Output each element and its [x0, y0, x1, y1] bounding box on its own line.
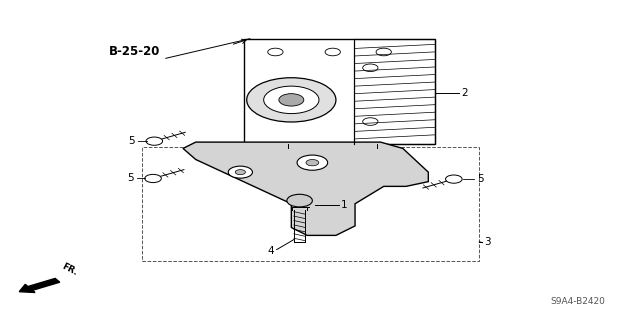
- Circle shape: [287, 194, 312, 207]
- Bar: [141, 147, 479, 261]
- Text: S9A4-B2420: S9A4-B2420: [550, 297, 605, 306]
- Circle shape: [297, 155, 328, 170]
- Text: 5: 5: [129, 136, 135, 146]
- Bar: [244, 39, 435, 144]
- Circle shape: [146, 137, 163, 145]
- Circle shape: [306, 160, 319, 166]
- Text: 3: 3: [484, 237, 491, 247]
- Circle shape: [264, 86, 319, 114]
- Text: B-25-20: B-25-20: [108, 46, 160, 58]
- Text: FR.: FR.: [60, 262, 79, 277]
- FancyArrow shape: [19, 278, 60, 293]
- Text: 4: 4: [268, 246, 274, 256]
- Circle shape: [246, 78, 336, 122]
- Circle shape: [145, 174, 161, 182]
- Circle shape: [376, 48, 392, 56]
- Text: 5: 5: [127, 174, 134, 183]
- Polygon shape: [183, 142, 428, 235]
- Circle shape: [236, 170, 246, 175]
- Circle shape: [268, 48, 283, 56]
- Circle shape: [228, 166, 252, 178]
- Circle shape: [325, 48, 340, 56]
- Circle shape: [363, 118, 378, 125]
- Bar: [355, 39, 435, 144]
- Text: 2: 2: [461, 88, 468, 98]
- Text: 5: 5: [477, 174, 483, 184]
- Circle shape: [279, 94, 304, 106]
- Circle shape: [445, 175, 462, 183]
- Text: 1: 1: [341, 200, 348, 210]
- Circle shape: [363, 64, 378, 71]
